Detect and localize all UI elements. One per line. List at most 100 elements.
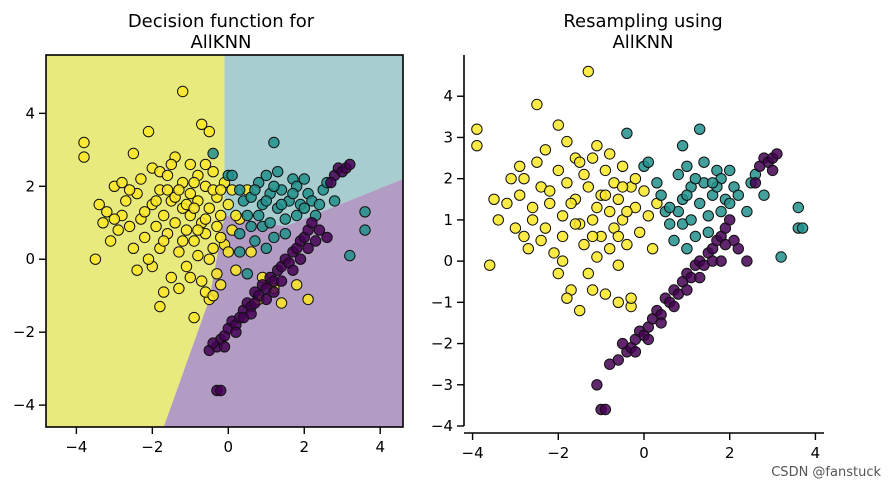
scatter-point-class-2	[578, 238, 590, 251]
scatter-point-class-2	[556, 210, 569, 222]
scatter-point-class-1	[234, 228, 246, 240]
scatter-point-class-2	[599, 288, 612, 300]
scatter-point-class-2	[158, 235, 170, 247]
scatter-point-class-1	[249, 184, 261, 196]
scatter-point-class-0	[612, 354, 624, 366]
scatter-point-class-2	[188, 311, 200, 324]
scatter-point-class-1	[291, 209, 303, 222]
scatter-point-class-1	[664, 218, 676, 230]
scatter-point-class-1	[732, 189, 744, 201]
scatter-point-class-1	[724, 164, 736, 177]
scatter-point-class-1	[298, 173, 310, 185]
scatter-point-class-2	[139, 231, 151, 244]
scatter-point-class-2	[131, 264, 143, 276]
left-title-line2: AllKNN	[190, 32, 251, 53]
scatter-point-class-2	[139, 206, 151, 218]
y-tick-label: 2	[25, 177, 35, 195]
scatter-point-class-2	[222, 198, 235, 211]
scatter-point-class-1	[268, 136, 280, 149]
left-panel: Decision function for AllKNN −4 −2 0 2 4 −4 −2…	[13, 11, 404, 456]
scatter-point-class-2	[245, 246, 257, 258]
scatter-point-class-2	[509, 222, 522, 234]
scatter-point-class-1	[234, 246, 246, 258]
scatter-point-class-0	[599, 403, 612, 416]
scatter-point-class-1	[698, 156, 710, 168]
right-title-line2: AllKNN	[612, 32, 673, 53]
scatter-point-class-1	[241, 268, 254, 280]
scatter-point-class-2	[616, 160, 629, 173]
scatter-point-class-1	[245, 220, 257, 233]
scatter-point-class-2	[582, 65, 594, 78]
scatter-point-class-2	[215, 279, 227, 291]
scatter-point-class-2	[207, 242, 219, 255]
scatter-point-class-0	[321, 231, 333, 244]
scatter-point-class-2	[638, 185, 650, 197]
scatter-point-class-2	[150, 220, 162, 233]
scatter-point-class-1	[272, 166, 284, 178]
scatter-point-class-0	[642, 333, 654, 346]
scatter-point-class-2	[539, 144, 552, 156]
scatter-point-class-2	[518, 230, 530, 243]
scatter-point-class-2	[112, 224, 124, 236]
scatter-point-class-2	[471, 140, 483, 152]
scatter-point-class-1	[279, 213, 291, 225]
scatter-point-class-2	[188, 235, 200, 247]
scatter-point-class-0	[230, 326, 242, 338]
scatter-point-class-0	[260, 293, 272, 306]
scatter-point-class-2	[616, 181, 629, 193]
scatter-point-class-1	[672, 168, 684, 181]
scatter-point-class-2	[561, 292, 573, 304]
scatter-point-class-2	[177, 235, 189, 247]
scatter-point-class-0	[719, 238, 732, 251]
scatter-point-class-0	[741, 255, 753, 267]
scatter-point-class-1	[694, 197, 706, 210]
scatter-point-class-2	[169, 217, 181, 229]
scatter-point-class-2	[215, 209, 227, 222]
scatter-point-class-2	[604, 205, 616, 218]
y-tick-label: 4	[25, 104, 35, 122]
scatter-point-class-2	[142, 125, 155, 138]
scatter-point-class-2	[127, 147, 140, 160]
scatter-point-class-2	[203, 202, 216, 214]
x-tick-label: −2	[547, 444, 569, 462]
scatter-point-class-2	[471, 123, 483, 135]
scatter-point-class-1	[792, 201, 804, 214]
scatter-point-class-2	[135, 173, 147, 185]
scatter-point-class-2	[192, 249, 204, 262]
x-tick-label: 2	[299, 438, 309, 456]
scatter-point-class-1	[655, 189, 667, 201]
scatter-point-class-0	[287, 264, 299, 276]
scatter-point-class-2	[586, 284, 599, 296]
scatter-point-class-2	[123, 184, 136, 196]
scatter-point-class-2	[586, 230, 599, 243]
scatter-point-class-2	[582, 267, 594, 280]
scatter-point-class-2	[173, 246, 185, 258]
scatter-point-class-2	[518, 173, 530, 185]
scatter-point-class-2	[522, 243, 534, 255]
scatter-point-class-2	[203, 253, 216, 265]
decision-region-class-2	[46, 55, 225, 427]
scatter-point-class-0	[294, 253, 307, 265]
scatter-point-class-2	[578, 168, 590, 181]
scatter-point-class-1	[275, 198, 288, 211]
scatter-point-class-2	[78, 136, 90, 149]
scatter-point-class-0	[302, 242, 314, 255]
scatter-point-class-1	[260, 195, 272, 207]
scatter-point-class-1	[702, 210, 714, 222]
scatter-point-class-2	[599, 164, 612, 177]
scatter-point-class-2	[646, 243, 659, 255]
scatter-point-class-2	[612, 230, 624, 243]
right-points	[471, 65, 809, 416]
scatter-point-class-2	[604, 243, 616, 255]
x-tick-label: −4	[462, 444, 484, 462]
scatter-point-class-2	[188, 176, 200, 189]
scatter-point-class-2	[196, 118, 208, 131]
scatter-point-class-2	[158, 209, 170, 222]
watermark: CSDN @fanstuck	[771, 465, 881, 480]
y-tick-label: −1	[431, 293, 453, 311]
scatter-point-class-1	[689, 173, 702, 185]
scatter-point-class-1	[344, 249, 356, 262]
scatter-point-class-1	[651, 177, 663, 189]
scatter-point-class-1	[664, 201, 676, 214]
